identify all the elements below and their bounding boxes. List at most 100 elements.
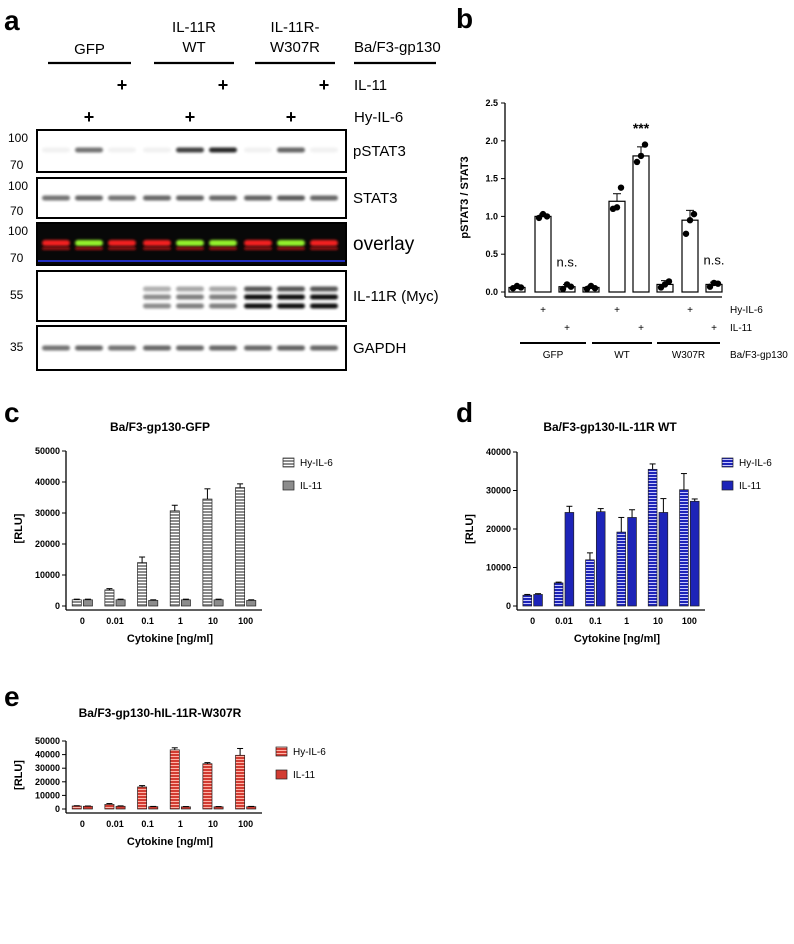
- y-tick-label: 1.0: [485, 211, 498, 221]
- blot-band: [42, 345, 70, 351]
- x-tick-label: 10: [208, 819, 218, 829]
- legend-label: IL-11: [739, 481, 761, 492]
- condition-plus: +: [687, 305, 693, 316]
- blot-band: [209, 247, 237, 250]
- blot-band: [209, 240, 237, 246]
- blot-band: [244, 247, 272, 250]
- blot-band: [143, 303, 171, 309]
- blot-antibody-label: overlay: [353, 234, 415, 255]
- y-tick-label: 0.5: [485, 249, 498, 259]
- blot-band: [277, 303, 305, 309]
- data-point: [686, 216, 694, 224]
- blot-band: [108, 195, 136, 201]
- condition-plus: +: [614, 305, 620, 316]
- blot-band: [108, 147, 136, 153]
- blot-band: [310, 294, 338, 300]
- blot-band: [310, 240, 338, 246]
- condition-label: Hy-IL-6: [730, 305, 763, 316]
- blot-band: [310, 247, 338, 250]
- blot-plus-mark: +: [117, 75, 128, 95]
- bar: [235, 754, 246, 810]
- blot-band: [310, 303, 338, 309]
- data-point: [714, 280, 722, 287]
- bar: [202, 763, 213, 810]
- group-label: GFP: [543, 350, 564, 361]
- bar: [104, 589, 115, 607]
- data-point: [535, 214, 543, 222]
- panel-label-a: a: [4, 5, 20, 36]
- blot-band: [176, 303, 204, 309]
- bar: [689, 500, 700, 607]
- blot-plus-mark: +: [185, 107, 196, 127]
- blot-treatment-label: IL-11: [354, 77, 387, 94]
- y-tick-label: 30000: [35, 508, 60, 518]
- bar: [522, 594, 533, 607]
- x-tick-label: 1: [624, 616, 629, 626]
- blot-cellline-label: Ba/F3-gp130: [354, 39, 441, 56]
- bar: [608, 200, 626, 293]
- blot-band: [209, 294, 237, 300]
- chart-e-w307r-rlu: Ba/F3-gp130-hIL-11R-W307R 0 10000 20000 3000…: [13, 706, 326, 848]
- blot-band: [277, 195, 305, 201]
- y-axis-label: [RLU]: [13, 760, 25, 790]
- panel-label-e: e: [4, 681, 20, 712]
- x-tick-label: 10: [208, 616, 218, 626]
- blot-group-label: IL-11R: [172, 19, 216, 36]
- blot-band: [244, 303, 272, 309]
- bar: [71, 599, 82, 607]
- x-tick-label: 0.1: [141, 819, 154, 829]
- blot-band: [108, 345, 136, 351]
- chart-d-wt-rlu: Ba/F3-gp130-IL-11R WT 0 10000 20000 30000 400…: [464, 420, 772, 645]
- bar: [104, 804, 115, 810]
- blot-plus-mark: +: [286, 107, 297, 127]
- blot-band: [176, 195, 204, 201]
- bar: [137, 786, 148, 810]
- blot-band: [75, 247, 103, 250]
- blot-band: [42, 195, 70, 201]
- blot-band: [244, 195, 272, 201]
- blot-plus-mark: +: [84, 107, 95, 127]
- blot-band: [143, 195, 171, 201]
- blot-band: [209, 345, 237, 351]
- y-tick-label: 2.0: [485, 136, 498, 146]
- blot-antibody-label: pSTAT3: [353, 143, 406, 160]
- legend-swatch: [275, 746, 288, 757]
- blot-band: [244, 240, 272, 246]
- legend-label: Hy-IL-6: [300, 458, 333, 469]
- bar: [246, 806, 257, 810]
- bar: [82, 805, 93, 810]
- x-tick-label: 100: [238, 819, 253, 829]
- legend-swatch: [721, 480, 734, 491]
- stat-annotation: n.s.: [704, 252, 725, 267]
- legend-swatch: [282, 480, 295, 491]
- bar: [180, 599, 191, 607]
- blot-band: [244, 286, 272, 292]
- panel-label-d: d: [456, 397, 473, 428]
- y-tick-label: 10000: [35, 790, 60, 800]
- x-tick-label: 0.01: [555, 616, 573, 626]
- bar: [658, 512, 669, 607]
- data-point: [559, 285, 567, 293]
- condition-plus: +: [638, 323, 644, 334]
- legend-label: IL-11: [300, 481, 322, 492]
- blot-band: [143, 294, 171, 300]
- blot-band: [42, 147, 70, 153]
- legend-swatch: [275, 769, 288, 780]
- x-axis-label: Cytokine [ng/ml]: [127, 633, 214, 645]
- blot-band: [310, 345, 338, 351]
- blot-plus-mark: +: [218, 75, 229, 95]
- condition-plus: +: [540, 305, 546, 316]
- chart-title: Ba/F3-gp130-IL-11R WT: [543, 420, 677, 434]
- blot-band: [143, 147, 171, 153]
- legend-label: Hy-IL-6: [293, 747, 326, 758]
- y-tick-label: 0: [506, 601, 511, 611]
- legend-label: IL-11: [293, 770, 315, 781]
- x-tick-label: 0: [80, 616, 85, 626]
- blot-mw-marker: 55: [10, 288, 24, 302]
- x-tick-label: 100: [238, 616, 253, 626]
- x-tick-label: 0: [530, 616, 535, 626]
- data-point: [617, 184, 625, 191]
- condition-label: IL-11: [730, 323, 752, 334]
- blot-band: [310, 286, 338, 292]
